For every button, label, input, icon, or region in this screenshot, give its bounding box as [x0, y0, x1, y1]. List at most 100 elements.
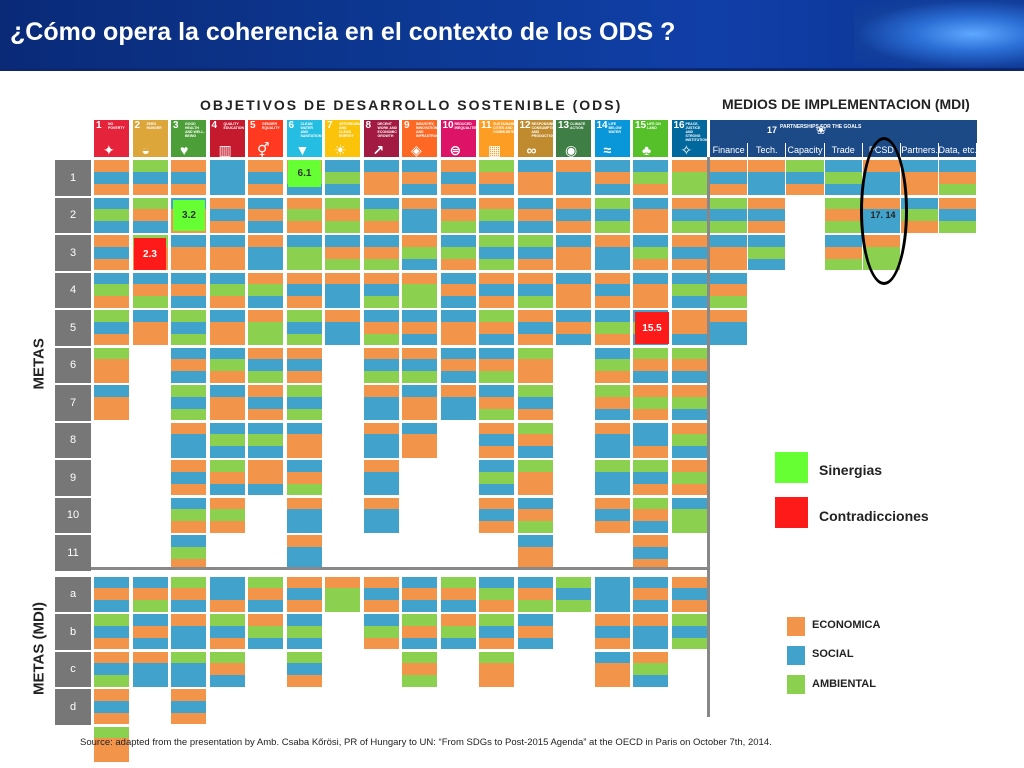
sdg-1-number: 1	[96, 120, 102, 131]
metas-divider	[91, 567, 708, 570]
target-stripe	[286, 422, 322, 435]
sdg-6-label: CLEAN WATER AND SANITATION	[300, 122, 322, 138]
target-stripe	[824, 221, 862, 233]
title-banner: ¿Cómo opera la coherencia en el contexto…	[0, 0, 1024, 71]
target-stripe	[479, 422, 514, 435]
target-stripe	[824, 197, 862, 210]
target-cell-mdi-6	[901, 197, 939, 234]
mdi-target-cell-sdg-2	[132, 651, 168, 688]
target-stripe	[363, 625, 399, 638]
sdg-5-label: GENDER EQUALITY	[262, 122, 280, 130]
target-stripe	[286, 434, 322, 447]
target-stripe	[248, 272, 283, 285]
target-stripe	[517, 347, 553, 360]
target-cell-sdg-12	[517, 272, 553, 309]
target-stripe	[402, 272, 437, 285]
target-cell-sdg-5	[248, 422, 283, 459]
target-stripe	[94, 284, 129, 297]
target-stripe	[325, 235, 360, 247]
target-stripe	[440, 321, 476, 334]
target-stripe	[402, 675, 437, 687]
target-cell-sdg-2	[132, 197, 168, 234]
mdi-target-cell-sdg-4	[209, 614, 245, 650]
target-stripe	[402, 651, 437, 664]
target-stripe	[710, 333, 748, 346]
target-cell-sdg-11	[479, 160, 514, 196]
target-stripe	[671, 371, 707, 383]
target-stripe	[440, 614, 476, 626]
target-stripe	[710, 310, 748, 322]
target-stripe	[594, 284, 630, 297]
target-cell-sdg-13	[556, 310, 591, 346]
target-stripe	[710, 183, 748, 196]
target-stripe	[363, 434, 399, 447]
target-stripe	[325, 296, 360, 308]
target-stripe	[248, 371, 283, 383]
target-stripe	[209, 310, 245, 322]
target-stripe	[671, 296, 707, 308]
target-stripe	[209, 209, 245, 222]
target-stripe	[517, 160, 553, 172]
target-stripe	[132, 284, 168, 297]
mdi-target-cell-sdg-9	[402, 614, 437, 650]
sdg-6-number: 6	[288, 120, 295, 131]
target-cell-sdg-6	[286, 422, 322, 459]
target-stripe	[633, 576, 668, 589]
target-cell-sdg-13	[556, 235, 591, 271]
target-stripe	[325, 284, 360, 297]
target-stripe	[633, 535, 668, 547]
sdg-15-glyph-icon: ♣	[642, 142, 652, 157]
target-stripe	[671, 625, 707, 638]
target-stripe	[671, 284, 707, 297]
mdi-target-cell-sdg-10	[440, 576, 476, 613]
target-stripe	[94, 712, 129, 725]
badge-2-3: 2.3	[134, 238, 166, 270]
mdi-target-cell-sdg-9	[402, 576, 437, 613]
target-cell-sdg-6	[286, 385, 322, 421]
target-stripe	[402, 446, 437, 458]
mdi-target-cell-sdg-2	[132, 576, 168, 613]
target-cell-sdg-15	[633, 272, 668, 309]
target-stripe	[671, 359, 707, 372]
target-stripe	[363, 171, 399, 184]
sdg-11-label: SUSTAINABLE CITIES AND COMMUNITIES	[493, 122, 514, 134]
target-stripe	[633, 637, 668, 650]
partnership-icon: ❀	[816, 123, 827, 137]
target-stripe	[479, 625, 514, 638]
target-stripe	[171, 521, 206, 533]
target-stripe	[209, 460, 245, 472]
target-stripe	[94, 750, 129, 762]
target-cell-sdg-16	[671, 385, 707, 421]
target-cell-sdg-11	[479, 272, 514, 309]
sdg-7-icon: 7 AFFORDABLE AND CLEAN ENERGY ☀	[325, 120, 360, 157]
target-stripe	[594, 385, 630, 397]
target-stripe	[633, 385, 668, 397]
target-stripe	[594, 675, 630, 687]
target-stripe	[671, 160, 707, 172]
target-stripe	[633, 651, 668, 664]
target-stripe	[286, 296, 322, 308]
target-stripe	[594, 160, 630, 172]
mdi-target-cell-sdg-1	[94, 651, 129, 688]
target-stripe	[286, 284, 322, 297]
target-cell-sdg-10	[440, 310, 476, 346]
target-stripe	[171, 347, 206, 360]
target-stripe	[671, 422, 707, 435]
target-stripe	[748, 235, 786, 247]
target-stripe	[479, 160, 514, 172]
target-cell-sdg-12	[517, 460, 553, 496]
target-stripe	[556, 310, 591, 322]
legend-synergy-swatch	[775, 452, 808, 483]
target-stripe	[671, 588, 707, 601]
target-cell-sdg-16	[671, 235, 707, 271]
target-cell-sdg-14	[594, 497, 630, 534]
mdi-target-cell-sdg-5	[248, 576, 283, 613]
target-stripe	[440, 221, 476, 233]
target-stripe	[748, 258, 786, 271]
target-cell-sdg-8	[363, 385, 399, 421]
target-cell-mdi-1	[710, 197, 748, 234]
target-stripe	[517, 546, 553, 559]
target-cell-sdg-3	[171, 497, 206, 534]
target-stripe	[901, 160, 939, 172]
target-stripe	[517, 235, 553, 247]
